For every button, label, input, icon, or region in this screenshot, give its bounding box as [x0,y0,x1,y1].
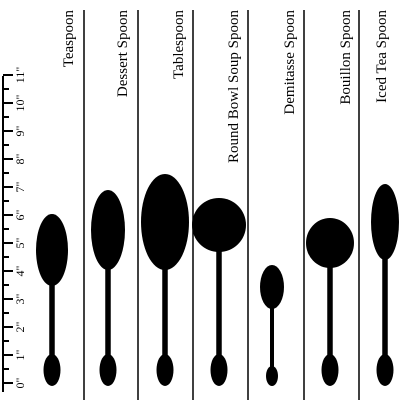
spoon-handle [270,305,274,376]
spoon-name: Bouillon Spoon [338,10,354,105]
ruler-label: 0" [13,377,27,388]
spoon-bowl [91,190,125,270]
ruler-label: 4" [13,265,27,276]
spoon-bowl [192,198,246,252]
spoon-handle [216,248,222,370]
spoon-handle [382,256,388,370]
spoon-foot [266,366,278,386]
spoon-name: Dessert Spoon [115,10,131,98]
ruler-label: 6" [13,209,27,220]
spoon-bowl [371,184,399,260]
ruler-label: 1" [13,349,27,360]
spoon-name: Teaspoon [61,10,77,68]
spoon-handle [105,266,111,370]
spoon-name: Round Bowl Soup Spoon [226,10,242,163]
spoon-foot [156,354,174,386]
spoon-handle [162,266,168,370]
ruler-label: 2" [13,321,27,332]
spoon-foot [43,354,61,386]
spoon-handle [327,264,333,370]
ruler-label: 7" [13,181,27,192]
ruler-label: 10" [13,94,27,111]
spoon-bowl [36,214,68,286]
spoon-bowl [306,218,354,268]
spoon-bowl [141,174,189,270]
spoon-bowl [260,265,284,309]
spoon-foot [376,354,394,386]
spoon-handle [49,282,55,370]
ruler-label: 11" [13,67,27,84]
ruler-label: 3" [13,293,27,304]
ruler-label: 8" [13,153,27,164]
spoon-name: Iced Tea Spoon [374,10,390,103]
ruler-label: 9" [13,125,27,136]
ruler-label: 5" [13,237,27,248]
spoon-foot [99,354,117,386]
spoon-foot [210,354,228,386]
spoon-name: Demitasse Spoon [282,10,298,115]
spoon-foot [321,354,339,386]
spoon-name: Tablespoon [171,10,187,79]
